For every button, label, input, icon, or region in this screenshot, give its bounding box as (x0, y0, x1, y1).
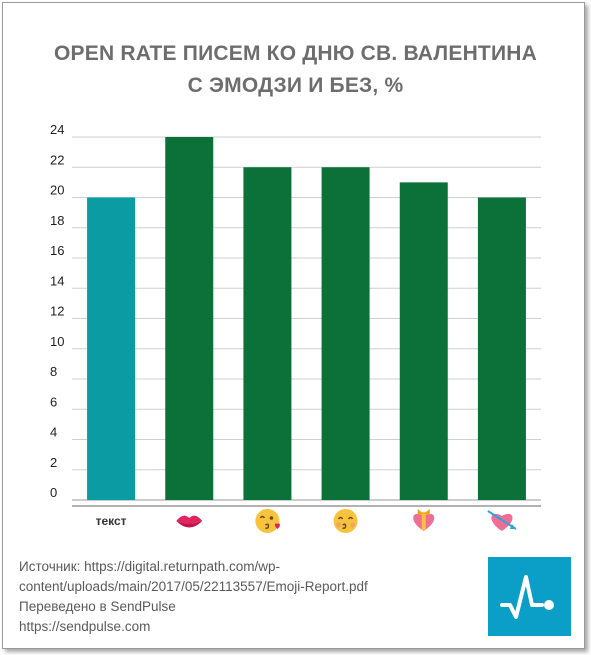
bar-5 (477, 197, 526, 500)
y-tick-label-22: 22 (50, 152, 64, 167)
chart-title-line1: OPEN RATE ПИСЕМ КО ДНЮ СВ. ВАЛЕНТИНА (54, 42, 537, 65)
y-tick-label-12: 12 (50, 304, 64, 319)
y-tick-label-4: 4 (50, 425, 57, 440)
chart-title: OPEN RATE ПИСЕМ КО ДНЮ СВ. ВАЛЕНТИНА С Э… (0, 38, 591, 102)
y-tick-label-8: 8 (50, 364, 57, 379)
y-tick-label-0: 0 (50, 485, 57, 500)
bar-1 (165, 137, 214, 500)
sendpulse-logo (488, 557, 571, 636)
kiss-mark-emoji (176, 515, 203, 528)
bar-0 (87, 197, 136, 500)
chart-title-line2: С ЭМОДЗИ И БЕЗ, % (187, 74, 404, 97)
y-tick-label-18: 18 (50, 213, 64, 228)
bar-2 (243, 167, 292, 500)
translated-note: Переведено в SendPulse (19, 599, 176, 614)
source-note: Источник: https://digital.returnpath.com… (19, 557, 469, 637)
y-tick-label-6: 6 (50, 394, 57, 409)
bar-3 (321, 167, 370, 500)
y-tick-label-10: 10 (50, 334, 64, 349)
source-line-2: content/uploads/main/2017/05/22113557/Em… (19, 579, 368, 594)
face-blowing-kiss-emoji (255, 509, 280, 533)
y-tick-label-20: 20 (50, 183, 64, 198)
pulse-logo-icon (500, 575, 554, 619)
y-tick-label-14: 14 (50, 273, 64, 288)
y-tick-label-16: 16 (50, 243, 64, 258)
sendpulse-url: https://sendpulse.com (19, 619, 151, 634)
bar-4 (399, 182, 448, 500)
x-category-label-0: текст (96, 514, 127, 528)
kissing-face-smiling-eyes-emoji (333, 509, 358, 533)
heart-with-ribbon-emoji (413, 509, 435, 531)
y-tick-label-2: 2 (50, 455, 57, 470)
heart-with-arrow-emoji (487, 510, 517, 531)
source-line-1: Источник: https://digital.returnpath.com… (19, 559, 280, 574)
y-tick-label-24: 24 (50, 122, 64, 137)
